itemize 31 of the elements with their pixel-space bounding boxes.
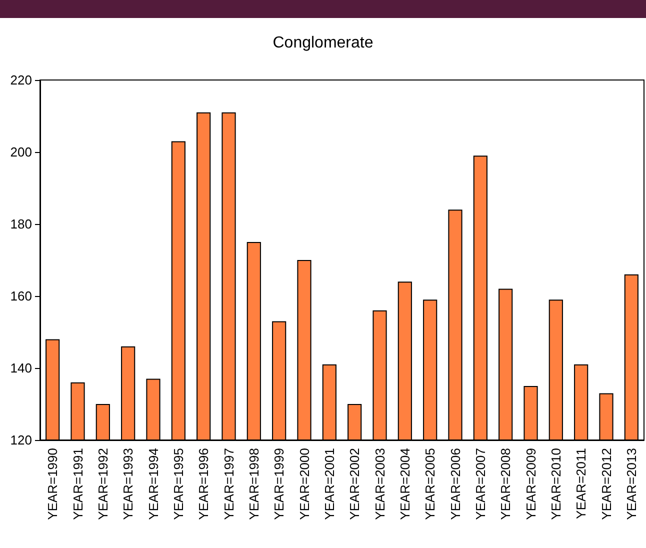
- x-tick-label: YEAR=2012: [598, 448, 614, 520]
- x-tick-label: YEAR=2002: [347, 448, 362, 520]
- x-tick-label: YEAR=2007: [472, 448, 488, 520]
- x-tick-label: YEAR=1991: [70, 448, 86, 520]
- x-tick-label: YEAR=1999: [272, 448, 287, 520]
- x-tick-label: YEAR=2013: [624, 448, 639, 520]
- chart-title: Conglomerate: [272, 34, 374, 52]
- x-tick-label: YEAR=1996: [196, 448, 212, 520]
- y-tick-label: 180: [10, 216, 32, 232]
- x-tick-label: YEAR=2011: [574, 448, 589, 519]
- x-tick-label: YEAR=1994: [146, 448, 161, 520]
- x-tick-label: YEAR=1997: [221, 448, 236, 520]
- y-tick-label: 120: [10, 432, 32, 448]
- x-tick-label: YEAR=2008: [498, 448, 514, 520]
- x-tick-label: YEAR=1990: [45, 448, 60, 520]
- x-tick-label: YEAR=2001: [322, 448, 337, 520]
- x-tick-label: YEAR=2009: [523, 448, 538, 520]
- x-tick-label: YEAR=1998: [246, 448, 262, 520]
- x-tick-label: YEAR=2003: [372, 448, 388, 520]
- x-tick-label: YEAR=1993: [120, 448, 136, 520]
- y-tick-label: 160: [10, 288, 32, 304]
- x-tick-label: YEAR=2000: [296, 448, 312, 520]
- x-tick-label: YEAR=1995: [170, 448, 186, 520]
- y-tick-label: 200: [10, 144, 32, 160]
- y-tick-label: 140: [10, 360, 32, 376]
- x-tick-label: YEAR=2005: [422, 448, 438, 520]
- x-tick-label: YEAR=2010: [548, 448, 564, 520]
- x-tick-label: YEAR=1992: [95, 448, 110, 520]
- x-tick-label: YEAR=2004: [397, 448, 412, 520]
- x-tick-label: YEAR=2006: [448, 448, 463, 520]
- y-tick-label: 220: [10, 72, 32, 88]
